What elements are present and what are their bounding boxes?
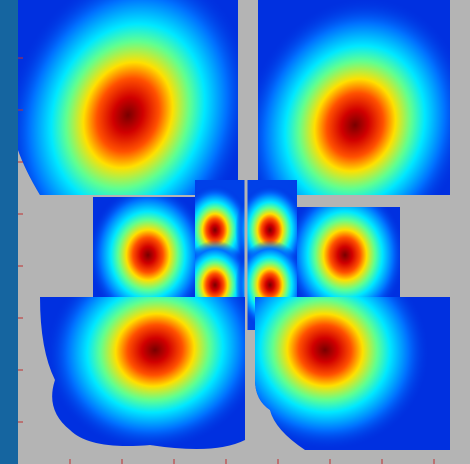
panel-middle-left xyxy=(93,197,195,297)
panel-bottom-left xyxy=(40,297,245,449)
panel-middle-right xyxy=(297,207,400,297)
panel-top-left xyxy=(18,0,238,195)
axis-ticks xyxy=(18,57,435,464)
panel-top-right xyxy=(258,0,450,195)
panel-bottom-right xyxy=(255,297,450,450)
